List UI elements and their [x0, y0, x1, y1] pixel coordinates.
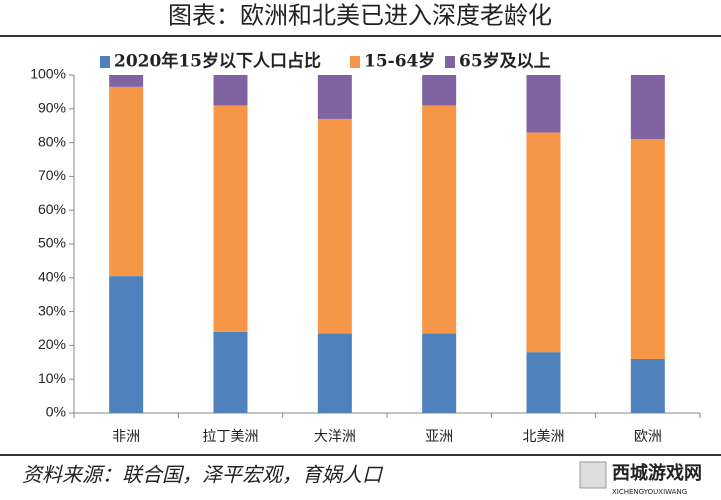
bar-segment: [109, 276, 144, 413]
y-tick-label: 60%: [38, 201, 66, 217]
y-tick-label: 40%: [38, 269, 66, 285]
bar-segment: [317, 75, 352, 119]
bar-segment: [526, 132, 561, 353]
y-tick-label: 100%: [30, 66, 66, 82]
bar-segment: [213, 331, 248, 413]
bar-segment: [109, 86, 144, 277]
y-tick-label: 50%: [38, 235, 66, 251]
y-tick-label: 30%: [38, 302, 66, 318]
bar-segment: [526, 75, 561, 133]
bar-segment: [317, 333, 352, 413]
bar-segment: [422, 75, 457, 106]
legend-label: 15-64岁: [364, 51, 435, 72]
watermark-sub: XICHENGYOUXIWANG: [612, 488, 687, 496]
y-tick-label: 20%: [38, 336, 66, 352]
x-tick-label: 北美洲: [523, 429, 565, 445]
bar-segment: [630, 75, 665, 140]
source: 资料来源：联合国，泽平宏观，育娲人口: [22, 463, 384, 487]
legend-swatch: [100, 56, 110, 68]
chart-title: 图表：欧洲和北美已进入深度老龄化: [168, 2, 552, 30]
bar-segment: [109, 75, 144, 87]
x-tick-label: 拉丁美洲: [203, 429, 259, 445]
bar-segment: [630, 358, 665, 413]
y-tick-label: 10%: [38, 370, 66, 386]
legend-swatch: [350, 56, 360, 68]
watermark: 西城游戏网: [612, 462, 702, 484]
bar-segment: [317, 118, 352, 334]
bar-segment: [213, 105, 248, 332]
y-tick-label: 90%: [38, 100, 66, 116]
y-tick-label: 0%: [46, 404, 66, 420]
x-tick-label: 亚洲: [425, 429, 453, 445]
bar-segment: [213, 75, 248, 106]
bar-segment: [422, 333, 457, 413]
x-tick-label: 大洋洲: [314, 429, 356, 445]
watermark-icon: [579, 461, 607, 489]
legend-label: 2020年15岁以下人口占比: [114, 51, 321, 72]
y-tick-label: 80%: [38, 133, 66, 149]
bar-segment: [630, 139, 665, 359]
legend-swatch: [445, 56, 455, 68]
x-tick-label: 欧洲: [634, 429, 662, 445]
x-tick-label: 非洲: [112, 429, 140, 445]
bar-segment: [526, 352, 561, 413]
y-tick-label: 70%: [38, 167, 66, 183]
bar-segment: [422, 105, 457, 334]
legend-label: 65岁及以上: [459, 51, 551, 72]
